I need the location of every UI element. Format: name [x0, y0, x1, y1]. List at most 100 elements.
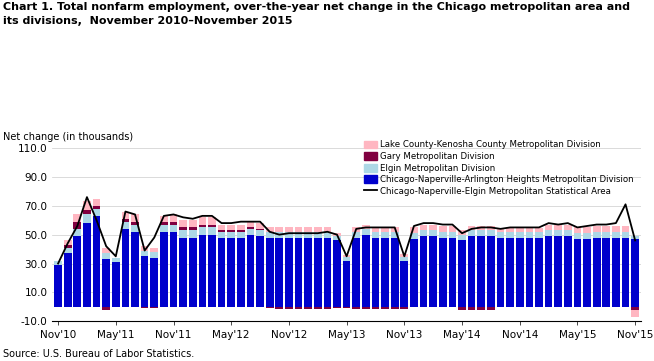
Bar [506, 238, 514, 307]
Bar [574, 227, 581, 233]
Bar [602, 232, 610, 238]
Bar [64, 240, 71, 245]
Text: its divisions,  November 2010–November 2015: its divisions, November 2010–November 20… [3, 16, 293, 26]
Bar [150, 252, 158, 258]
Bar [381, 232, 389, 238]
Bar [593, 226, 600, 232]
Bar [295, 238, 302, 307]
Bar [400, 257, 408, 261]
Bar [150, 258, 158, 307]
Bar [122, 229, 129, 307]
Bar [583, 227, 591, 233]
Bar [102, 248, 110, 253]
Bar [256, 230, 264, 236]
Bar [458, 240, 466, 307]
Bar [631, 236, 639, 239]
Bar [285, 232, 293, 238]
Bar [93, 199, 101, 206]
Bar [622, 226, 629, 232]
Bar [612, 232, 620, 238]
Bar [179, 238, 187, 307]
Bar [199, 227, 206, 235]
Bar [496, 228, 504, 232]
Bar [122, 222, 129, 229]
Bar [285, 307, 293, 309]
Bar [160, 222, 167, 225]
Bar [93, 206, 101, 209]
Bar [324, 307, 331, 309]
Bar [622, 238, 629, 307]
Bar [122, 219, 129, 222]
Bar [400, 261, 408, 307]
Bar [535, 228, 543, 232]
Bar [343, 307, 351, 308]
Bar [371, 227, 379, 232]
Bar [218, 230, 226, 232]
Bar [574, 239, 581, 307]
Bar [612, 238, 620, 307]
Bar [343, 255, 351, 257]
Bar [506, 232, 514, 238]
Bar [583, 233, 591, 239]
Bar [314, 238, 322, 307]
Bar [468, 226, 475, 230]
Bar [54, 261, 62, 265]
Bar [496, 232, 504, 238]
Bar [102, 253, 110, 259]
Bar [295, 227, 302, 232]
Bar [208, 227, 216, 235]
Bar [247, 222, 254, 227]
Bar [391, 238, 398, 307]
Bar [93, 216, 101, 307]
Bar [449, 232, 456, 238]
Bar [506, 228, 514, 232]
Bar [391, 227, 398, 232]
Bar [160, 232, 167, 307]
Bar [449, 226, 456, 232]
Bar [237, 238, 245, 307]
Bar [535, 238, 543, 307]
Bar [208, 217, 216, 225]
Bar [477, 226, 485, 230]
Bar [179, 220, 187, 227]
Bar [458, 230, 466, 235]
Bar [83, 201, 91, 210]
Bar [131, 222, 139, 225]
Bar [333, 307, 341, 308]
Bar [353, 232, 360, 238]
Bar [631, 307, 639, 310]
Bar [102, 259, 110, 307]
Bar [93, 209, 101, 216]
Bar [631, 310, 639, 317]
Bar [266, 227, 273, 232]
Bar [324, 227, 331, 232]
Bar [208, 235, 216, 307]
Text: Net change (in thousands): Net change (in thousands) [3, 132, 133, 142]
Bar [314, 307, 322, 309]
Bar [343, 261, 351, 307]
Bar [266, 307, 273, 308]
Bar [429, 225, 437, 230]
Bar [266, 232, 273, 238]
Bar [295, 307, 302, 309]
Bar [141, 307, 148, 308]
Bar [295, 232, 302, 238]
Bar [324, 238, 331, 307]
Bar [583, 239, 591, 307]
Bar [83, 223, 91, 307]
Bar [228, 232, 235, 238]
Bar [73, 229, 81, 236]
Bar [73, 236, 81, 307]
Bar [353, 238, 360, 307]
Bar [477, 230, 485, 236]
Bar [141, 246, 148, 251]
Bar [112, 262, 120, 307]
Bar [304, 307, 312, 309]
Bar [247, 229, 254, 235]
Bar [169, 225, 177, 232]
Bar [333, 236, 341, 240]
Bar [247, 227, 254, 229]
Bar [516, 232, 524, 238]
Bar [275, 232, 283, 238]
Bar [228, 238, 235, 307]
